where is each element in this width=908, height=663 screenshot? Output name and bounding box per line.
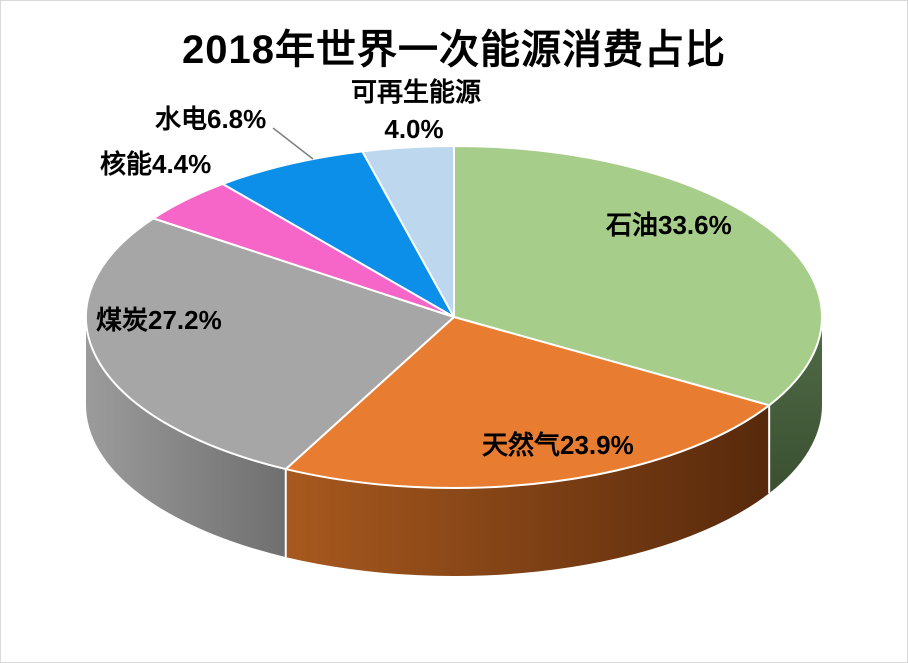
pie-side-石油 [769, 317, 822, 494]
slice-label-nuclear: 核能4.4% [100, 149, 212, 179]
pie-slice-水电 [221, 150, 455, 318]
pie-slice-煤炭 [85, 217, 455, 471]
pie-side-煤炭 [86, 317, 286, 558]
slice-label-coal: 煤炭27.2% [96, 305, 222, 335]
slice-label-renewables-name: 可再生能源 [350, 77, 482, 107]
slice-label-hydro: 水电6.8% [155, 104, 267, 134]
slice-label-natural-gas: 天然气23.9% [482, 430, 634, 460]
slice-label-oil: 石油33.6% [606, 210, 732, 240]
pie-side-天然气 [285, 405, 770, 576]
pie-slice-石油 [453, 145, 823, 407]
pie-slice-天然气 [284, 316, 771, 489]
slice-label-renewables-value: 4.0% [384, 114, 444, 144]
pie-slice-可再生能源 [361, 145, 455, 318]
chart-title: 2018年世界一次能源消费占比 [182, 28, 726, 72]
